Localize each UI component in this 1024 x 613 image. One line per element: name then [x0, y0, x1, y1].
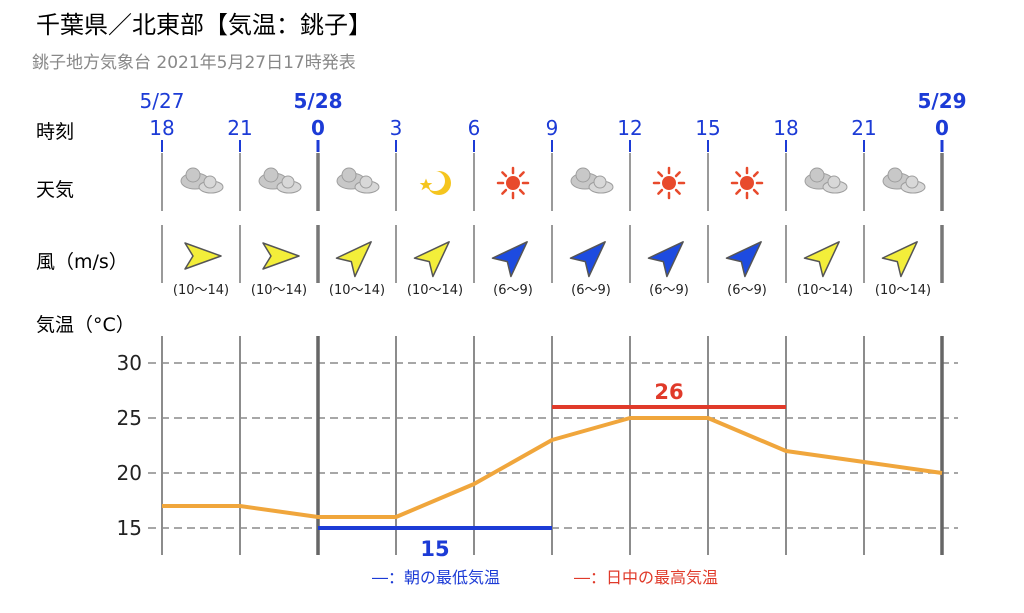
legend-min-temp: ―：朝の最低気温 [372, 568, 501, 587]
date-label: 5/27 [140, 89, 185, 113]
wind-speed-label: (10～14) [407, 283, 463, 298]
row-label-temp: 気温（°C） [36, 314, 135, 336]
moon-icon [419, 171, 451, 195]
time-label: 0 [935, 116, 949, 140]
row-label-weather: 天気 [36, 179, 75, 201]
time-label: 6 [468, 116, 481, 140]
wind-speed-label: (6～9) [493, 283, 533, 298]
cloud-icon [258, 167, 302, 194]
y-tick-label: 25 [117, 406, 142, 430]
wind-speed-label: (6～9) [571, 283, 611, 298]
wind-arrow-icon [725, 241, 762, 278]
wind-arrow-icon [413, 241, 450, 278]
cloud-icon [804, 167, 848, 194]
sun-icon [652, 166, 686, 200]
y-tick-label: 15 [117, 516, 142, 540]
wind-arrow-icon [881, 241, 918, 278]
page-subtitle: 銚子地方気象台 2021年5月27日17時発表 [32, 53, 356, 73]
wind-arrow-icon [569, 241, 606, 278]
page-title: 千葉県／北東部【気温：銚子】 [36, 11, 372, 39]
time-label: 18 [149, 116, 174, 140]
cloud-icon [570, 167, 614, 194]
date-label: 5/29 [917, 89, 966, 113]
time-label: 21 [227, 116, 252, 140]
time-label: 3 [390, 116, 403, 140]
wind-speed-label: (10～14) [875, 283, 931, 298]
wind-speed-label: (6～9) [649, 283, 689, 298]
sun-icon [730, 166, 764, 200]
cloud-icon [336, 167, 380, 194]
time-label: 15 [695, 116, 720, 140]
date-label: 5/28 [293, 89, 342, 113]
row-label-time: 時刻 [36, 121, 75, 143]
wind-speed-label: (10～14) [251, 283, 307, 298]
y-tick-label: 20 [117, 461, 142, 485]
wind-arrow-icon [184, 242, 222, 270]
wind-arrow-icon [335, 241, 372, 278]
time-label: 12 [617, 116, 642, 140]
time-label: 21 [851, 116, 876, 140]
wind-speed-label: (10～14) [329, 283, 385, 298]
cloud-icon [180, 167, 224, 194]
wind-speed-label: (6～9) [727, 283, 767, 298]
time-label: 9 [546, 116, 559, 140]
legend-max-temp: ―：日中の最高気温 [574, 568, 719, 587]
y-tick-label: 30 [117, 351, 142, 375]
time-label: 18 [773, 116, 798, 140]
wind-speed-label: (10～14) [797, 283, 853, 298]
max-temp-label: 26 [654, 380, 683, 404]
wind-arrow-icon [647, 241, 684, 278]
wind-speed-label: (10～14) [173, 283, 229, 298]
wind-arrow-icon [262, 242, 300, 270]
wind-arrow-icon [491, 241, 528, 278]
min-temp-label: 15 [420, 537, 449, 561]
time-label: 0 [311, 116, 325, 140]
row-label-wind: 風（m/s） [36, 251, 128, 273]
wind-arrow-icon [803, 241, 840, 278]
sun-icon [496, 166, 530, 200]
cloud-icon [882, 167, 926, 194]
